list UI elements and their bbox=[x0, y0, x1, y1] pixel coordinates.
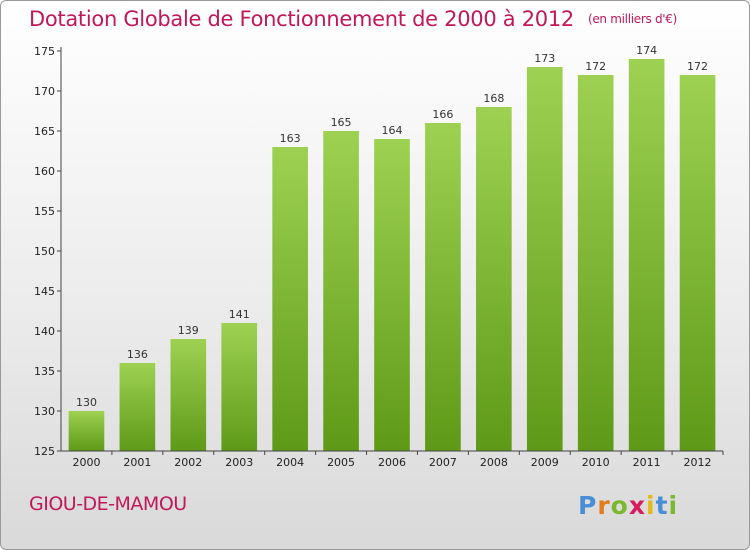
y-tick-label-165: 165 bbox=[34, 125, 55, 138]
x-tick-label-2012: 2012 bbox=[684, 456, 712, 469]
bar-2003 bbox=[221, 323, 258, 451]
bar-2006 bbox=[374, 139, 410, 451]
y-tick-label-140: 140 bbox=[34, 325, 55, 338]
bar-2004 bbox=[272, 147, 308, 451]
logo-letter: x bbox=[628, 491, 646, 520]
y-tick-label-175: 175 bbox=[34, 45, 55, 58]
x-tick-label-2007: 2007 bbox=[429, 456, 457, 469]
bar-2009 bbox=[526, 67, 563, 451]
x-tick-label-2010: 2010 bbox=[582, 456, 610, 469]
value-label-2004: 163 bbox=[280, 132, 301, 145]
bar-2008 bbox=[476, 107, 512, 451]
unit-label: (en milliers d'€) bbox=[587, 12, 677, 26]
y-tick-label-150: 150 bbox=[34, 245, 55, 258]
value-label-2001: 136 bbox=[127, 348, 148, 361]
title-text: Dotation Globale de Fonctionnement de 20… bbox=[29, 7, 574, 31]
value-label-2005: 165 bbox=[331, 116, 352, 129]
y-tick-label-125: 125 bbox=[34, 445, 55, 458]
y-tick-label-155: 155 bbox=[34, 205, 55, 218]
bar-2010 bbox=[577, 75, 614, 451]
x-tick-label-2011: 2011 bbox=[633, 456, 661, 469]
bar-2007 bbox=[425, 123, 461, 451]
bar-2001 bbox=[119, 363, 156, 451]
x-tick-label-2006: 2006 bbox=[378, 456, 406, 469]
y-tick-label-135: 135 bbox=[34, 365, 55, 378]
value-label-2011: 174 bbox=[636, 44, 657, 57]
value-label-2000: 130 bbox=[76, 396, 97, 409]
logo-letter: i bbox=[668, 491, 679, 520]
x-tick-label-2003: 2003 bbox=[225, 456, 253, 469]
x-tick-label-2000: 2000 bbox=[72, 456, 100, 469]
value-label-2008: 168 bbox=[483, 92, 504, 105]
logo-letter: t bbox=[655, 491, 669, 520]
bar-2002 bbox=[170, 339, 207, 451]
y-tick-label-160: 160 bbox=[34, 165, 55, 178]
chart-title: Dotation Globale de Fonctionnement de 20… bbox=[29, 7, 677, 31]
bars-group: 130 136 139 141 163 165 164 166 168 173 172 174 172 bbox=[68, 44, 716, 451]
logo-letter: o bbox=[610, 491, 629, 520]
x-tick-label-2004: 2004 bbox=[276, 456, 304, 469]
x-tick-label-2001: 2001 bbox=[123, 456, 151, 469]
value-label-2006: 164 bbox=[382, 124, 403, 137]
logo-letter: i bbox=[646, 491, 656, 520]
value-label-2003: 141 bbox=[229, 308, 250, 321]
bar-2005 bbox=[323, 131, 359, 451]
y-tick-label-145: 145 bbox=[34, 285, 55, 298]
value-label-2007: 166 bbox=[432, 108, 453, 121]
value-label-2009: 173 bbox=[534, 52, 555, 65]
logo-letter: r bbox=[597, 491, 611, 520]
x-tick-label-2008: 2008 bbox=[480, 456, 508, 469]
value-label-2010: 172 bbox=[585, 60, 606, 73]
value-label-2002: 139 bbox=[178, 324, 199, 337]
y-tick-label-170: 170 bbox=[34, 85, 55, 98]
proxiti-logo: Proxiti bbox=[578, 491, 678, 520]
commune-name: GIOU-DE-MAMOU bbox=[29, 493, 187, 515]
bar-2000 bbox=[68, 411, 105, 451]
x-tick-label-2009: 2009 bbox=[531, 456, 559, 469]
y-tick-label-130: 130 bbox=[34, 405, 55, 418]
axes-group: 2000 2001 2002 2003 2004 2005 2006 2007 2008 2009… bbox=[34, 45, 724, 469]
bar-2011 bbox=[628, 59, 665, 451]
value-label-2012: 172 bbox=[687, 60, 708, 73]
bar-2012 bbox=[679, 75, 716, 451]
logo-letter: P bbox=[578, 491, 598, 520]
x-tick-label-2005: 2005 bbox=[327, 456, 355, 469]
x-tick-label-2002: 2002 bbox=[174, 456, 202, 469]
